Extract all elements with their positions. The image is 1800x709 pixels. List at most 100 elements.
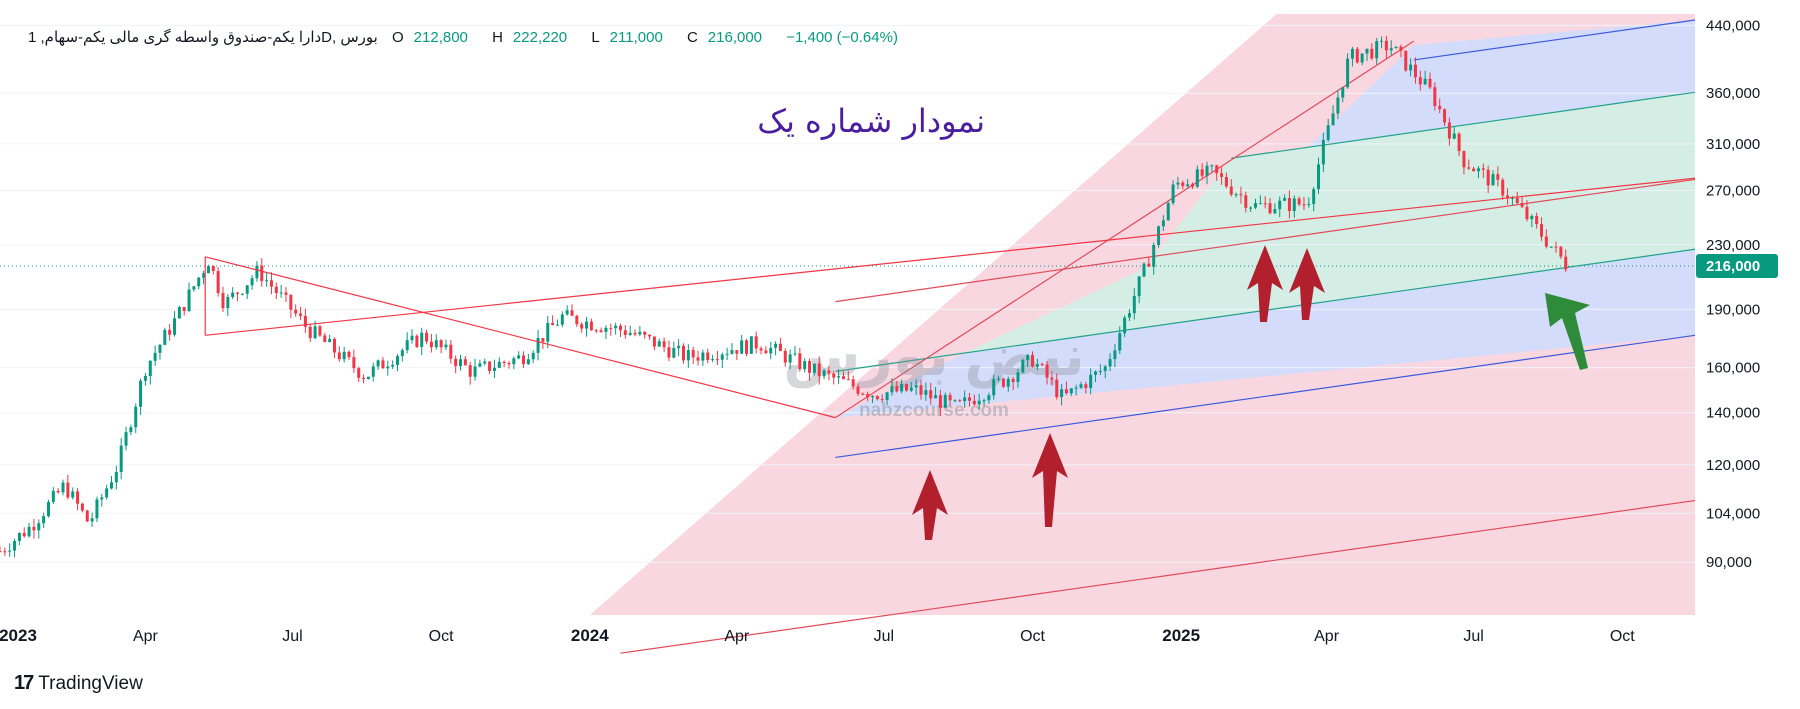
candle-body xyxy=(231,292,235,297)
candle-body xyxy=(158,344,162,353)
candle-body xyxy=(997,378,1001,380)
candle-body xyxy=(614,325,618,329)
candle-body xyxy=(483,361,487,364)
candle-body xyxy=(478,363,482,367)
candle-body xyxy=(691,350,695,358)
candle-body xyxy=(1142,263,1146,277)
y-tick-label: 90,000 xyxy=(1706,554,1752,571)
candle-body xyxy=(589,321,593,331)
pitchfork-line xyxy=(1231,91,1696,159)
candle-body xyxy=(439,340,443,348)
candle-body xyxy=(1060,389,1064,398)
candle-body xyxy=(1317,164,1321,190)
candle-body xyxy=(1457,133,1461,152)
candle-body xyxy=(289,294,293,310)
candle-body xyxy=(764,350,768,354)
candle-body xyxy=(1006,378,1010,387)
candle-body xyxy=(1447,122,1451,139)
candle-body xyxy=(1346,58,1350,88)
candle-body xyxy=(871,396,875,398)
candle-body xyxy=(1307,203,1311,205)
candle-body xyxy=(168,329,172,335)
candle-body xyxy=(1355,48,1359,63)
candle-body xyxy=(105,488,109,498)
candle-body xyxy=(76,491,80,504)
candle-body xyxy=(861,393,865,395)
red-arrow xyxy=(912,470,948,540)
candle-body xyxy=(686,350,690,361)
candle-body xyxy=(308,326,312,339)
candle-body xyxy=(1094,371,1098,375)
candle-body xyxy=(594,330,598,332)
candle-body xyxy=(924,390,928,395)
candle-body xyxy=(837,376,841,378)
candle-body xyxy=(473,366,477,377)
candle-body xyxy=(32,526,36,531)
candle-body xyxy=(943,394,947,408)
candle-body xyxy=(1380,40,1384,42)
candle-body xyxy=(512,358,516,365)
candle-body xyxy=(1176,182,1180,185)
candle-body xyxy=(526,359,530,365)
candle-body xyxy=(1472,168,1476,172)
candle-body xyxy=(749,336,753,354)
y-tick-label: 230,000 xyxy=(1706,237,1760,254)
candle-body xyxy=(211,266,215,272)
candle-body xyxy=(1127,313,1131,318)
candle-body xyxy=(1365,48,1369,54)
candle-body xyxy=(623,330,627,335)
candle-body xyxy=(633,332,637,335)
candle-body xyxy=(148,360,152,377)
candle-body xyxy=(1399,46,1403,51)
candle-body xyxy=(560,314,564,325)
candle-body xyxy=(1064,389,1068,394)
y-tick-label: 160,000 xyxy=(1706,360,1760,377)
candle-body xyxy=(250,278,254,286)
candle-body xyxy=(1336,97,1340,114)
x-axis: 2023 Apr Jul Oct 2024 Apr Jul Oct 2025 Apr Jul Oct xyxy=(0,626,1635,645)
candle-body xyxy=(42,516,46,524)
grid xyxy=(0,24,1695,563)
red-arrow xyxy=(1289,248,1325,320)
candle-body xyxy=(1210,165,1214,167)
candle-body xyxy=(187,289,191,311)
trendlines xyxy=(204,177,1696,419)
candle-body xyxy=(778,343,782,351)
candle-body xyxy=(1244,195,1248,208)
candle-body xyxy=(405,340,409,351)
candle-body xyxy=(376,360,380,367)
candle-body xyxy=(904,383,908,391)
candle-body xyxy=(1433,87,1437,106)
candle-body xyxy=(429,341,433,348)
candle-body xyxy=(1045,364,1049,378)
candle-body xyxy=(1476,168,1480,172)
green-arrow xyxy=(1545,293,1590,370)
candle-body xyxy=(618,325,622,331)
candle-body xyxy=(963,397,967,402)
candle-body xyxy=(1229,186,1233,195)
candle-body xyxy=(444,344,448,348)
candle-body xyxy=(1011,378,1015,383)
candle-body xyxy=(759,348,763,351)
candle-body xyxy=(22,532,26,537)
candle-body xyxy=(279,292,283,294)
candle-body xyxy=(522,355,526,365)
candle-body xyxy=(1549,246,1553,248)
candle-body xyxy=(1050,377,1054,380)
tradingview-logo[interactable]: 17 TradingView xyxy=(14,672,143,695)
pitchfork-green-band xyxy=(964,92,1695,354)
candle-body xyxy=(953,400,957,402)
candle-body xyxy=(56,490,60,493)
candle-body xyxy=(972,400,976,405)
candle-body xyxy=(1200,169,1204,176)
candle-body xyxy=(735,350,739,354)
candle-body xyxy=(696,357,700,361)
candle-body xyxy=(1166,203,1170,221)
candle-body xyxy=(725,353,729,355)
candle-body xyxy=(851,379,855,387)
candle-body xyxy=(565,310,569,315)
candle-body xyxy=(1234,194,1238,196)
candle-body xyxy=(992,379,996,396)
candle-body xyxy=(1278,200,1282,210)
